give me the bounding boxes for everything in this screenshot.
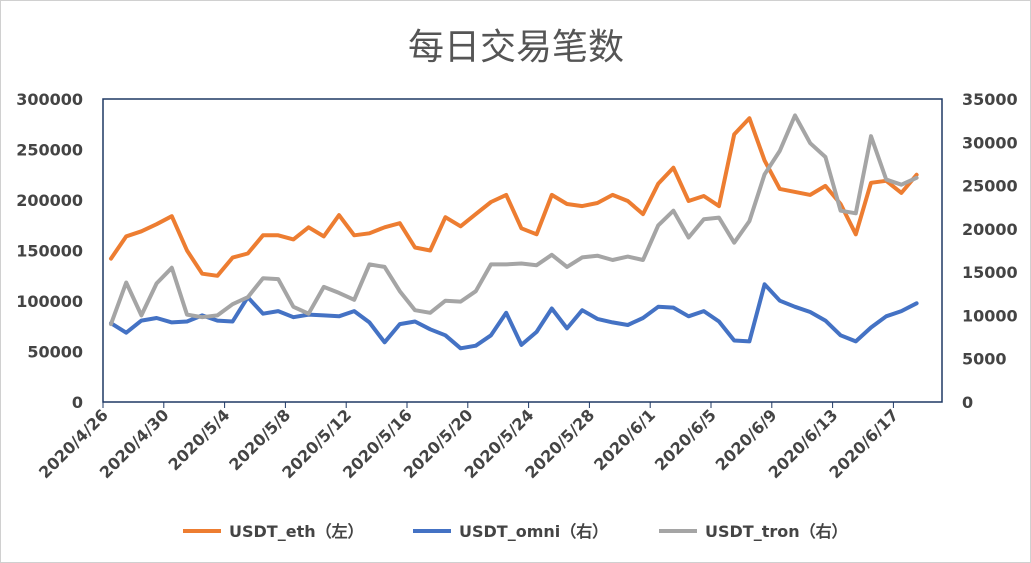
right-axis-tick-label: 0 xyxy=(962,393,973,412)
legend-label: USDT_eth（左） xyxy=(229,522,364,541)
right-axis-tick-label: 35000 xyxy=(962,90,1018,109)
right-axis-tick-label: 10000 xyxy=(962,306,1018,325)
plot-area: 0 50000 100000 150000 200000 250000 300000 0 500… xyxy=(16,90,1017,482)
left-axis-tick-label: 0 xyxy=(72,393,83,412)
right-axis-tick-label: 15000 xyxy=(962,263,1018,282)
left-axis-tick-label: 50000 xyxy=(27,343,83,362)
left-axis-tick-label: 200000 xyxy=(16,191,83,210)
left-axis-tick-label: 300000 xyxy=(16,90,83,109)
series-line-1 xyxy=(109,282,919,351)
x-axis-tick-label: 2020/6/5 xyxy=(651,405,720,474)
right-axis-tick-label: 30000 xyxy=(962,133,1018,152)
chart-title: 每日交易笔数 xyxy=(408,27,624,68)
series-line-0 xyxy=(109,116,919,278)
left-axis-tick-label: 150000 xyxy=(16,242,83,261)
legend-label: USDT_tron（右） xyxy=(705,522,848,541)
x-axis-tick-label: 2020/5/4 xyxy=(164,405,233,474)
series-line-2 xyxy=(109,113,919,327)
legend-label: USDT_omni（右） xyxy=(459,522,608,541)
right-axis-tick-label: 5000 xyxy=(962,350,1007,369)
right-axis-tick-label: 20000 xyxy=(962,220,1018,239)
left-axis-tick-label: 100000 xyxy=(16,292,83,311)
right-axis-tick-label: 25000 xyxy=(962,177,1018,196)
legend: USDT_eth（左） USDT_omni（右） USDT_tron（右） xyxy=(183,522,848,541)
x-axis-tick-label: 2020/6/1 xyxy=(590,405,659,474)
plot-border xyxy=(102,98,943,403)
left-axis-tick-label: 250000 xyxy=(16,141,83,160)
